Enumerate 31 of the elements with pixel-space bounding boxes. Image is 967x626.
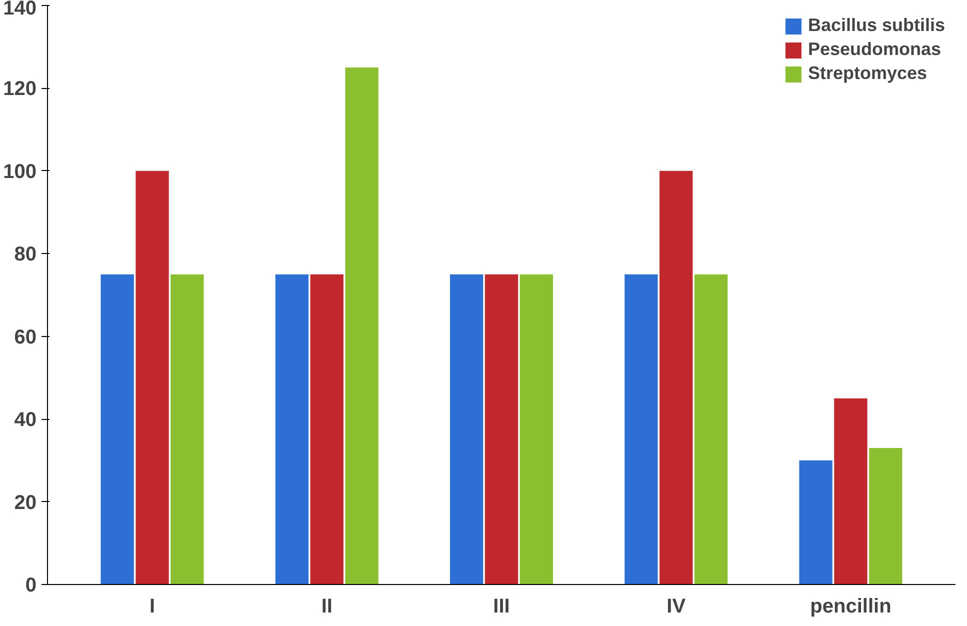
y-tick-label: 0 (25, 574, 36, 596)
bar (310, 274, 344, 584)
y-tick-label: 20 (14, 492, 37, 514)
bar (834, 398, 868, 584)
bar (170, 274, 204, 584)
bar (450, 274, 484, 584)
x-tick-label: I (149, 596, 156, 618)
x-tick-label: IV (666, 596, 686, 618)
bar (136, 170, 169, 584)
bar (660, 170, 693, 584)
y-tick-label: 40 (14, 409, 37, 432)
bar (694, 274, 728, 584)
y-tick-label: 80 (14, 244, 37, 266)
legend-label: Bacillus subtilis (808, 15, 945, 36)
legend-label: Streptomyces (808, 63, 928, 84)
y-tick-label: 120 (3, 78, 37, 100)
legend-label: Peseudomonas (808, 39, 941, 60)
x-tick-label: pencillin (810, 596, 892, 618)
bar (345, 68, 378, 584)
bar (799, 460, 832, 584)
bar (520, 274, 554, 584)
x-tick-label: III (493, 596, 510, 618)
x-tick-label: II (321, 596, 332, 618)
bar (275, 274, 309, 584)
bar (100, 274, 134, 584)
y-tick-label: 100 (3, 160, 37, 183)
y-tick-label: 140 (3, 0, 37, 20)
bar (484, 274, 518, 584)
bar (624, 274, 658, 584)
bar (869, 448, 902, 584)
y-tick-label: 60 (14, 326, 37, 348)
